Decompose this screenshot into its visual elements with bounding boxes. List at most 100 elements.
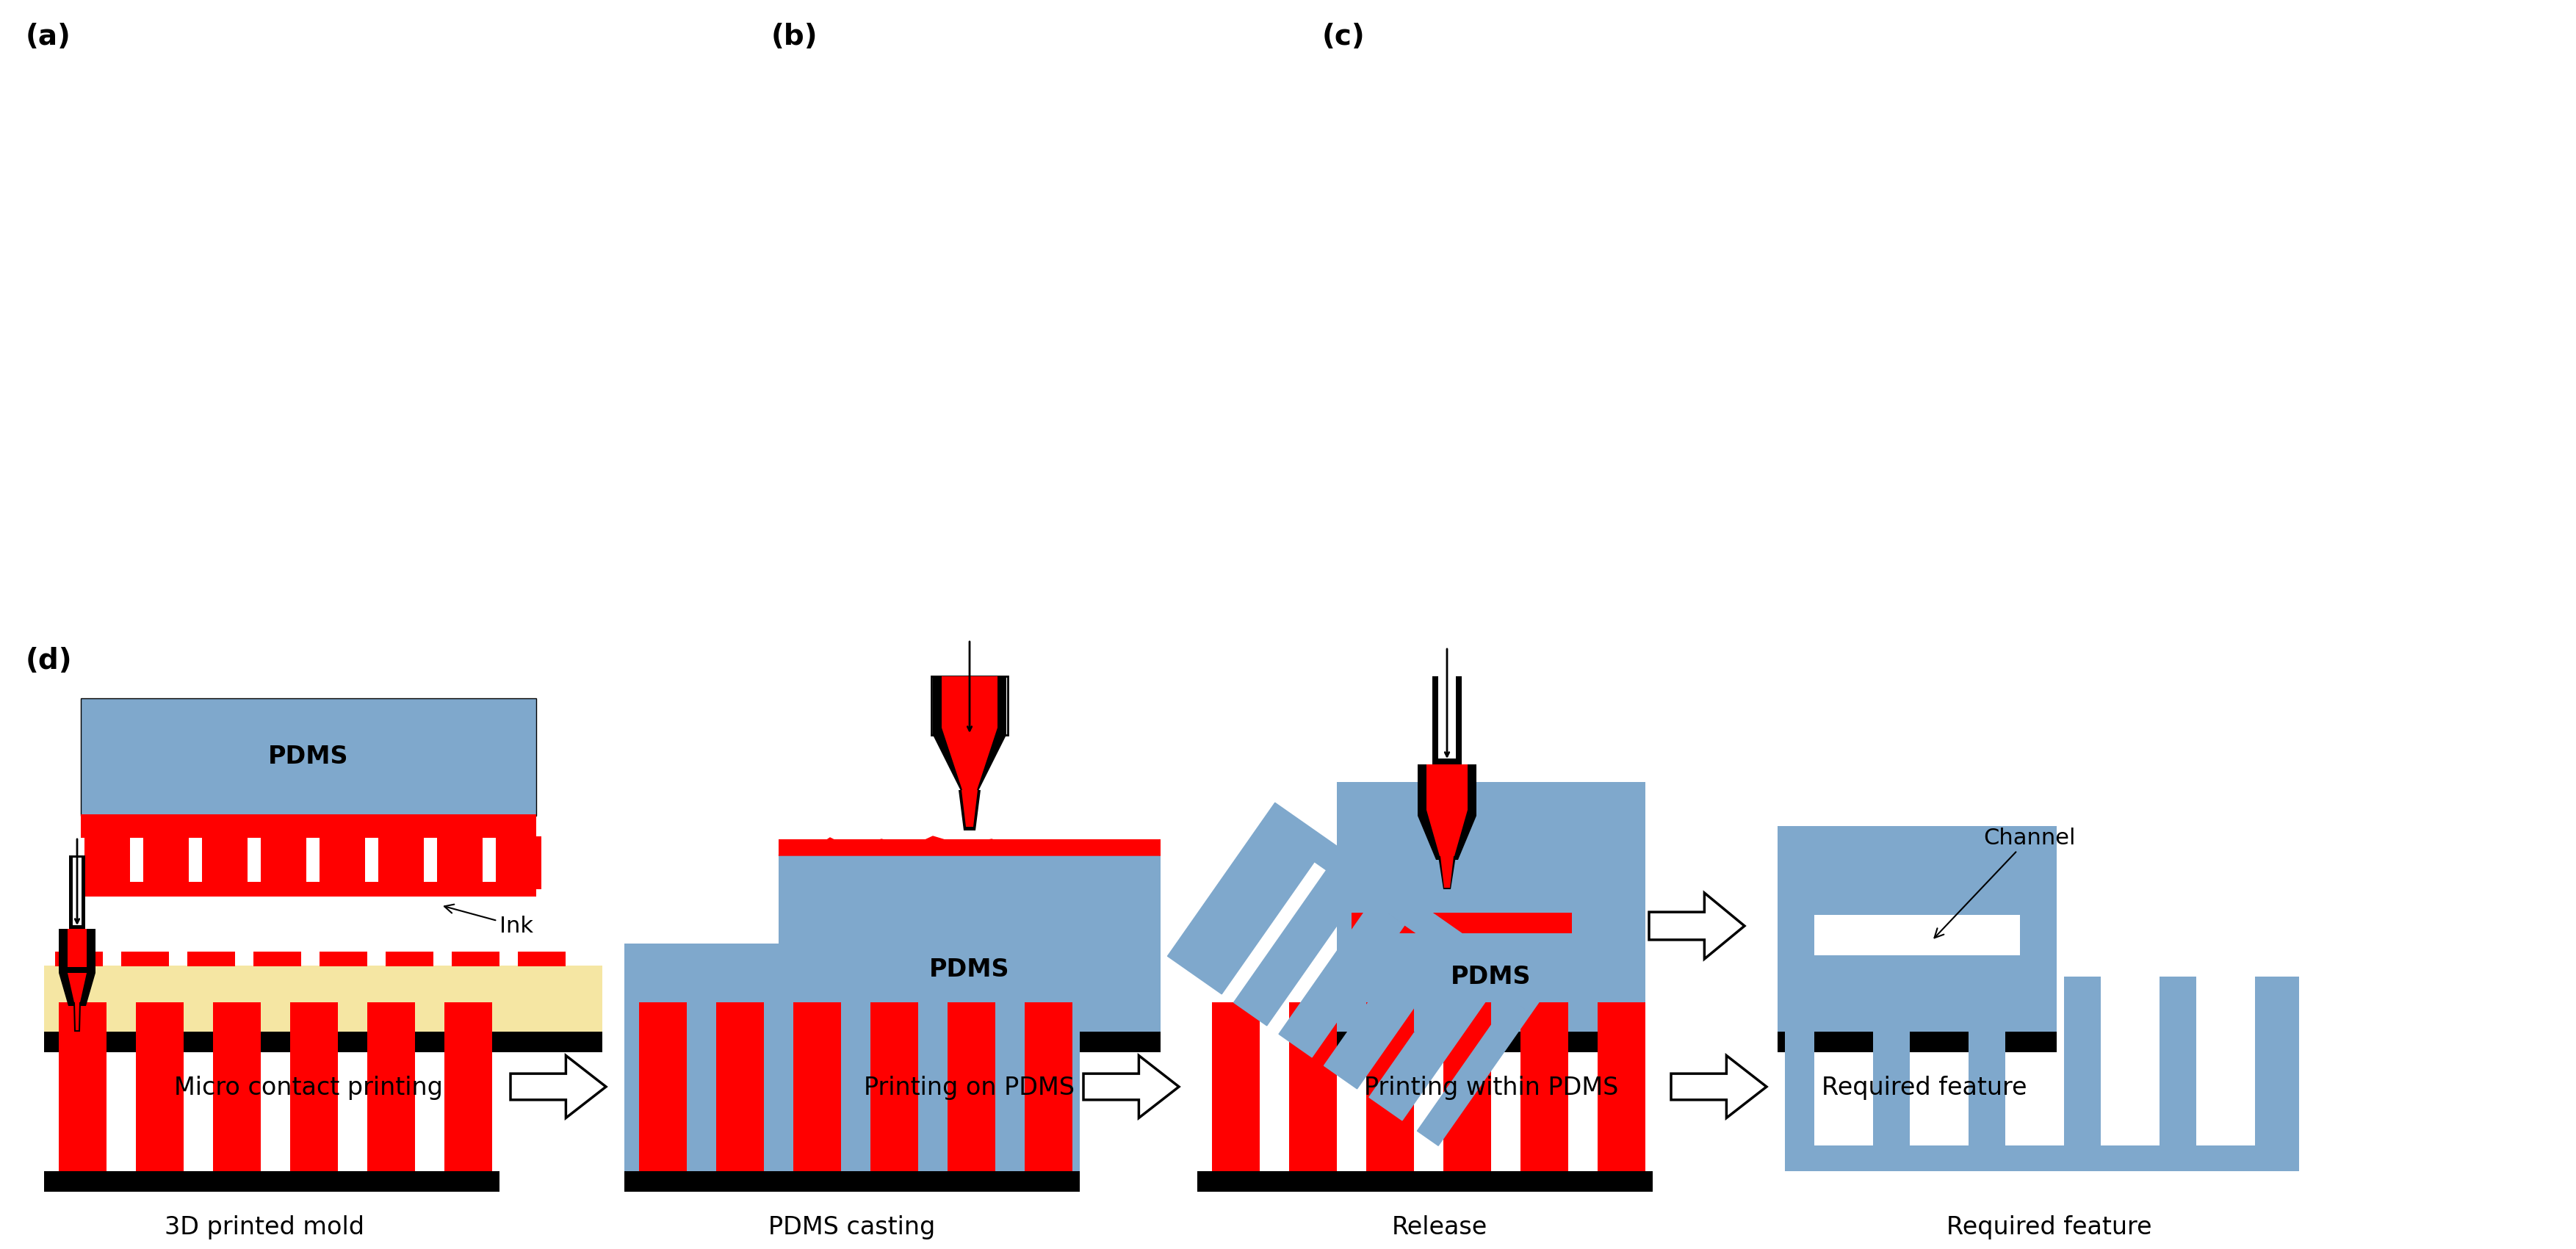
Polygon shape [59,973,95,1005]
Bar [80,882,536,897]
Bar [319,952,368,967]
Bar [59,1002,106,1172]
Bar [778,856,1162,1032]
Bar [1417,999,1530,1145]
Bar [1777,826,2056,1032]
Text: PDMS: PDMS [268,744,348,769]
Bar [386,952,433,967]
Bar [1288,1002,1337,1172]
Bar [948,1002,994,1172]
Text: (d): (d) [26,647,72,674]
Bar [1443,1002,1492,1172]
Bar [67,929,88,967]
Polygon shape [1440,856,1453,888]
Bar [1365,1002,1414,1172]
Bar [44,1172,500,1192]
Bar [59,929,95,973]
Bar [144,837,188,889]
Bar [793,1002,840,1172]
Bar [1211,1002,1260,1172]
Polygon shape [75,1002,80,1032]
Bar [1777,1032,2056,1052]
Bar [291,1002,337,1172]
Polygon shape [1427,809,1468,856]
Bar [121,952,170,967]
Bar [446,1002,492,1172]
Text: Ink: Ink [443,904,533,937]
Polygon shape [958,791,981,831]
Bar [1520,1002,1569,1172]
Bar [214,1002,260,1172]
Bar [379,837,425,889]
Bar [451,952,500,967]
Polygon shape [961,791,979,827]
Polygon shape [1417,816,1476,859]
Bar [188,952,234,967]
Bar [1278,902,1404,1057]
Text: Micro contact printing: Micro contact printing [175,1075,443,1099]
Bar [1025,1002,1072,1172]
Polygon shape [1672,1055,1767,1118]
Bar [260,837,307,889]
Bar [54,952,103,967]
Bar [319,837,366,889]
Bar [1337,1032,1646,1052]
Polygon shape [933,734,1007,794]
Text: Required feature: Required feature [1821,1075,2027,1099]
Bar [1234,871,1360,1025]
Polygon shape [1649,893,1744,959]
Bar [933,676,1007,734]
Polygon shape [1437,856,1455,889]
Bar [438,837,482,889]
Bar [495,837,541,889]
Bar [1167,824,1280,970]
Bar [623,1172,1079,1192]
Text: PDMS casting: PDMS casting [768,1215,935,1239]
Polygon shape [943,728,997,791]
Bar [2254,977,2293,1145]
Polygon shape [67,973,88,1002]
Bar [623,943,1079,1172]
Bar [933,676,1007,734]
Bar [1337,782,1646,1032]
Bar [1814,916,2020,955]
Polygon shape [1084,1055,1180,1118]
Bar [943,676,997,728]
Bar [1968,977,2004,1145]
Bar [1437,676,1455,758]
Bar [2063,977,2102,1145]
Bar [137,1002,183,1172]
Text: Channel: Channel [1935,827,2076,938]
Text: 3D printed mold: 3D printed mold [165,1215,363,1239]
Bar [778,1032,1162,1052]
Bar [778,839,1162,856]
Bar [1188,838,1314,994]
Bar [871,1002,917,1172]
Bar [80,698,536,816]
Bar [1352,913,1571,933]
Bar [85,837,129,889]
Bar [2159,977,2197,1145]
Text: Printing on PDMS: Printing on PDMS [863,1075,1074,1099]
Bar [70,856,85,929]
Bar [1785,977,1814,1172]
Bar [1873,977,1909,1145]
Bar [201,837,247,889]
Text: (c): (c) [1321,22,1365,51]
Bar [72,858,82,926]
Polygon shape [75,1002,80,1030]
Bar [1785,1145,2300,1172]
Bar [1198,1172,1654,1192]
Bar [44,1032,603,1052]
Text: Release: Release [1391,1215,1486,1239]
Bar [716,1002,765,1172]
Text: PDMS: PDMS [930,958,1010,982]
Bar [44,965,603,1032]
Bar [639,1002,688,1172]
Bar [1368,965,1494,1120]
Polygon shape [778,837,1162,856]
Bar [368,1002,415,1172]
Bar [2269,977,2300,1172]
Bar [1260,803,1546,1013]
Text: PDMS: PDMS [1450,965,1530,989]
